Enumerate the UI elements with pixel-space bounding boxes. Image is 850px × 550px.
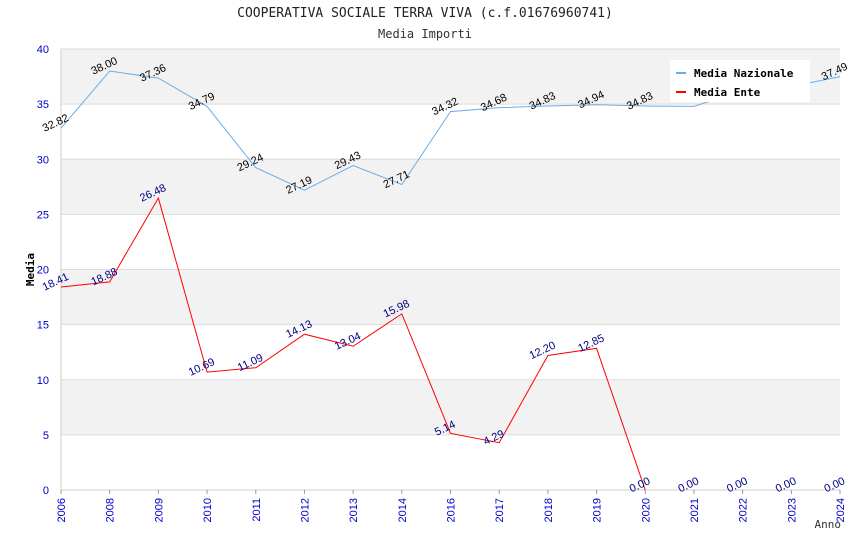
data-label: 32.82 — [41, 112, 71, 135]
x-tick-label: 2009 — [153, 498, 165, 522]
data-label: 10.69 — [187, 356, 217, 379]
data-label: 12.85 — [576, 332, 606, 355]
y-tick-label: 35 — [37, 99, 49, 111]
x-tick-label: 2020 — [640, 498, 652, 522]
y-tick-label: 40 — [37, 44, 49, 56]
y-tick-label: 15 — [37, 320, 49, 332]
x-tick-label: 2011 — [251, 498, 263, 522]
y-tick-label: 20 — [37, 265, 49, 277]
x-tick-label: 2006 — [56, 498, 68, 522]
x-tick-label: 2018 — [543, 498, 555, 522]
x-tick-label: 2014 — [397, 498, 409, 522]
data-label: 0.00 — [774, 475, 798, 495]
data-label: 12.20 — [528, 340, 558, 363]
data-label: 0.00 — [676, 475, 700, 495]
x-tick-label: 2023 — [786, 498, 798, 522]
y-tick-label: 30 — [37, 154, 49, 166]
x-axis-label: Anno — [815, 518, 842, 531]
y-tick-label: 5 — [43, 430, 49, 442]
x-tick-label: 2013 — [348, 498, 360, 522]
x-tick-label: 2012 — [299, 498, 311, 522]
chart-subtitle: Media Importi — [378, 27, 472, 41]
data-label: 0.00 — [725, 475, 749, 495]
y-tick-label: 10 — [37, 375, 49, 387]
data-label: 0.00 — [628, 475, 652, 495]
x-tick-label: 2016 — [446, 498, 458, 522]
x-tick-label: 2017 — [494, 498, 506, 522]
chart-title: COOPERATIVA SOCIALE TERRA VIVA (c.f.0167… — [237, 6, 613, 21]
x-tick-label: 2022 — [738, 498, 750, 522]
series-line-ente — [60, 196, 646, 491]
y-tick-label: 0 — [43, 485, 49, 497]
grid-band — [61, 159, 840, 215]
x-tick-label: 2010 — [202, 498, 214, 522]
data-label: 0.00 — [822, 475, 846, 495]
legend-label: Media Ente — [694, 86, 761, 99]
legend-box — [670, 60, 810, 102]
x-tick-label: 2021 — [689, 498, 701, 522]
grid-band — [61, 379, 840, 435]
x-tick-label: 2019 — [592, 498, 604, 522]
y-tick-label: 25 — [37, 209, 49, 221]
grid-band — [61, 269, 840, 325]
y-axis-label: Media — [24, 253, 37, 286]
x-tick-label: 2024 — [835, 498, 847, 522]
data-label: 11.09 — [236, 352, 265, 374]
legend-label: Media Nazionale — [694, 67, 794, 80]
data-label: 13.04 — [333, 330, 363, 353]
x-tick-label: 2008 — [105, 498, 117, 522]
